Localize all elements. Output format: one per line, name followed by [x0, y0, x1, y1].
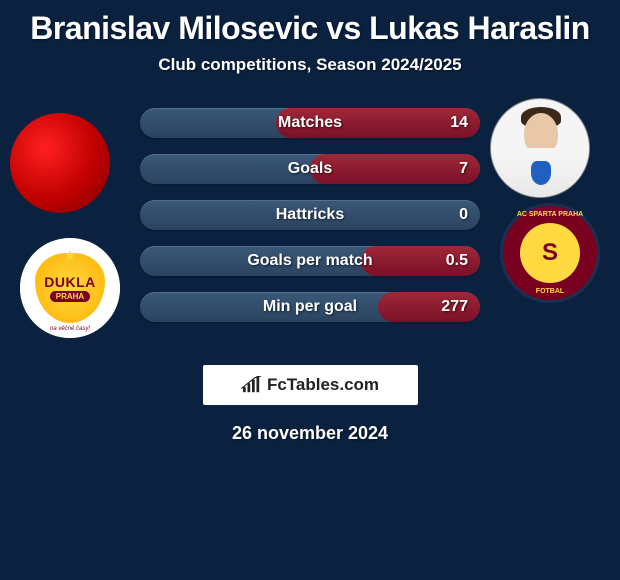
- club-right-logo: AC SPARTA PRAHA S FOTBAL: [500, 203, 600, 303]
- bar-label: Min per goal: [140, 292, 480, 322]
- player-left-avatar: [10, 113, 110, 213]
- chart-icon: [241, 376, 263, 394]
- stats-bars: Matches14 Goals7 Hattricks0 Goals per match…: [140, 108, 480, 338]
- player-right-avatar: [490, 98, 590, 198]
- watermark: FcTables.com: [203, 365, 418, 405]
- club-left-name: DUKLA: [44, 274, 96, 290]
- subtitle: Club competitions, Season 2024/2025: [0, 55, 620, 75]
- club-left-logo: ★ DUKLA PRAHA na věčné časy!: [20, 238, 120, 338]
- comparison-panel: ★ DUKLA PRAHA na věčné časy! AC SPARTA P…: [0, 103, 620, 353]
- date-label: 26 november 2024: [0, 423, 620, 444]
- bar-label: Goals per match: [140, 246, 480, 276]
- stat-bar: Goals7: [140, 154, 480, 184]
- page-title: Branislav Milosevic vs Lukas Haraslin: [0, 10, 620, 47]
- club-left-city: PRAHA: [50, 291, 90, 302]
- watermark-text: FcTables.com: [267, 375, 379, 395]
- bar-value-right: 14: [450, 108, 468, 138]
- club-right-arc-top: AC SPARTA PRAHA: [517, 211, 583, 218]
- bar-value-right: 277: [441, 292, 468, 322]
- star-icon: ★: [64, 247, 77, 264]
- bar-label: Matches: [140, 108, 480, 138]
- club-left-ribbon: na věčné časy!: [50, 326, 90, 332]
- bar-label: Goals: [140, 154, 480, 184]
- stat-bar: Matches14: [140, 108, 480, 138]
- stat-bar: Hattricks0: [140, 200, 480, 230]
- club-right-arc-bottom: FOTBAL: [536, 288, 564, 295]
- club-right-initial: S: [520, 223, 580, 283]
- bar-label: Hattricks: [140, 200, 480, 230]
- bar-value-right: 0: [459, 200, 468, 230]
- bar-value-right: 7: [459, 154, 468, 184]
- stat-bar: Min per goal277: [140, 292, 480, 322]
- stat-bar: Goals per match0.5: [140, 246, 480, 276]
- bar-value-right: 0.5: [446, 246, 468, 276]
